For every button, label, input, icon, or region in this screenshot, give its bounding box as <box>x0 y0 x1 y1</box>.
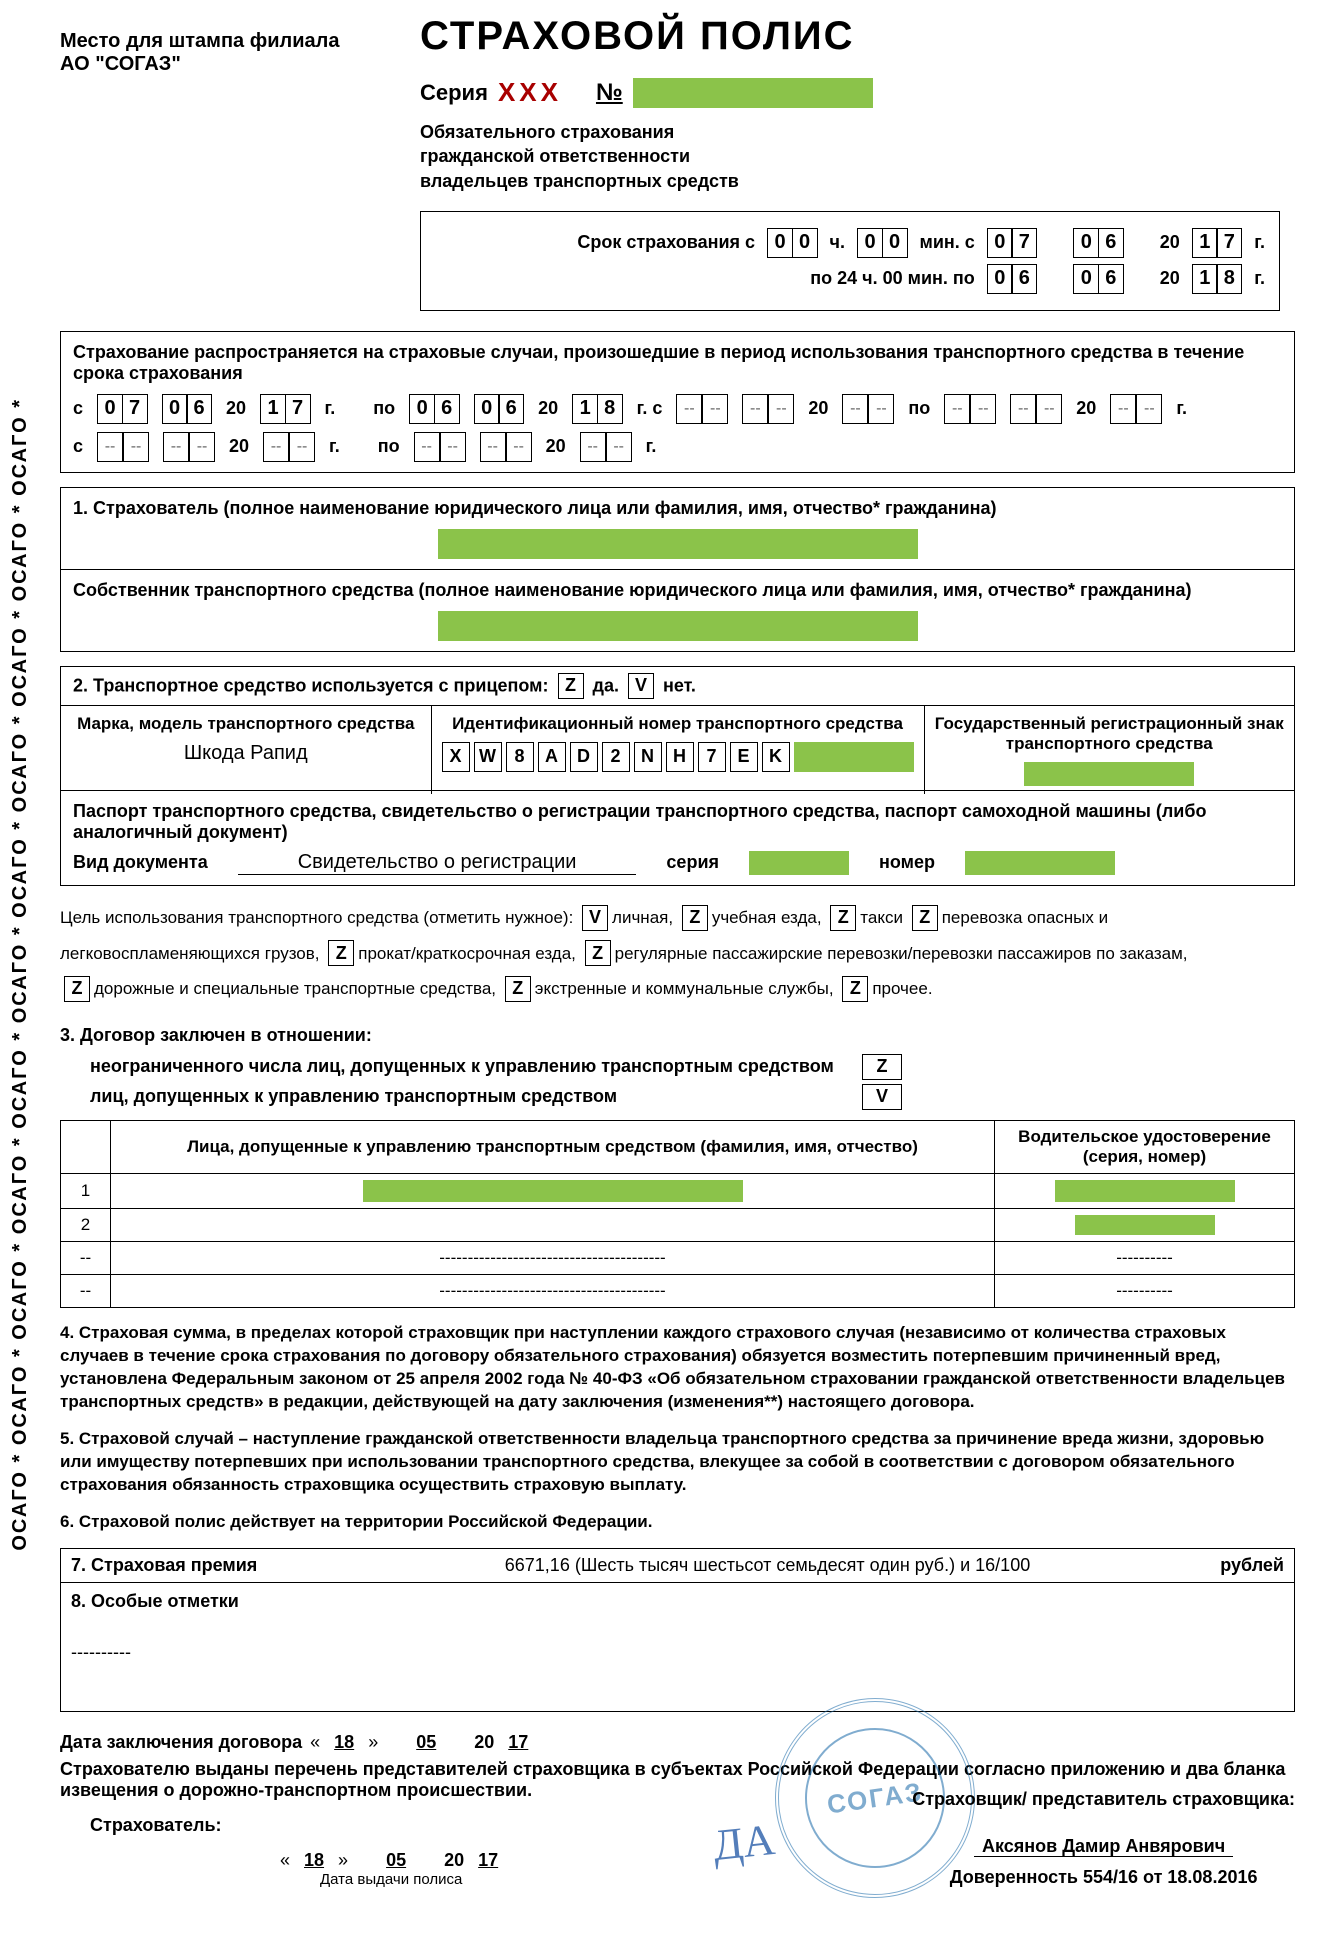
series-row: Серия XXX № <box>420 77 1295 108</box>
doc-type-value: Свидетельство о регистрации <box>238 851 637 875</box>
persons-table: Лица, допущенные к управлению транспортн… <box>60 1120 1295 1309</box>
insured-section: 1. Страхователь (полное наименование юри… <box>60 487 1295 570</box>
purpose-block: Цель использования транспортного средств… <box>60 900 1295 1007</box>
make-value: Шкода Рапид <box>71 742 421 765</box>
person2-lic-redacted <box>1075 1215 1215 1235</box>
purpose-training[interactable]: Z <box>682 905 708 931</box>
vehicle-columns: Марка, модель транспортного средства Шко… <box>61 705 1294 794</box>
subtitle: Обязательного страхования гражданской от… <box>420 120 1295 193</box>
paragraph-6: 6. Страховой полис действует на территор… <box>60 1511 1295 1534</box>
notes-box: 8. Особые отметки ---------- <box>60 1583 1295 1712</box>
table-row: -- -------------------------------------… <box>61 1242 1295 1275</box>
policy-page: Место для штампа филиала АО "СОГАЗ" СТРА… <box>0 0 1335 1948</box>
purpose-bus[interactable]: Z <box>585 940 611 966</box>
purpose-personal[interactable]: V <box>582 905 608 931</box>
contract-scope: 3. Договор заключен в отношении: неогран… <box>60 1025 1295 1110</box>
series-value: XXX <box>498 77 562 108</box>
trailer-yes-checkbox[interactable]: Z <box>558 673 584 699</box>
paragraph-5: 5. Страховой случай – наступление гражда… <box>60 1428 1295 1497</box>
owner-section: Собственник транспортного средства (полн… <box>60 570 1295 652</box>
main-title: СТРАХОВОЙ ПОЛИС <box>420 14 1295 59</box>
use-period-section: Страхование распространяется на страховы… <box>60 331 1295 473</box>
doc-section: Паспорт транспортного средства, свидетел… <box>60 791 1295 886</box>
doc-number-redacted <box>965 851 1115 875</box>
title-block: СТРАХОВОЙ ПОЛИС Серия XXX № Обязательног… <box>420 14 1295 311</box>
table-row: -- -------------------------------------… <box>61 1275 1295 1308</box>
term-box: Срок страхования с 00 ч. 00 мин. с 07 06… <box>420 211 1280 311</box>
paragraph-4: 4. Страховая сумма, в пределах которой с… <box>60 1322 1295 1414</box>
limited-checkbox[interactable]: V <box>862 1084 902 1110</box>
doc-series-redacted <box>749 851 849 875</box>
person1-lic-redacted <box>1055 1180 1235 1202</box>
purpose-rental[interactable]: Z <box>328 940 354 966</box>
insured-redacted <box>438 529 918 559</box>
vin-rest-redacted <box>794 742 914 772</box>
insurer-signature: Страховщик/ представитель страховщика: А… <box>912 1789 1295 1888</box>
table-row: 1 <box>61 1173 1295 1208</box>
premium-value: 6671,16 (Шесть тысяч шестьсот семьдесят … <box>341 1549 1194 1582</box>
premium-row: 7. Страховая премия 6671,16 (Шесть тысяч… <box>60 1548 1295 1583</box>
signature-icon: ДА <box>711 1814 778 1871</box>
unlimited-checkbox[interactable]: Z <box>862 1054 902 1080</box>
table-row: 2 <box>61 1208 1295 1242</box>
plate-redacted <box>1024 762 1194 786</box>
purpose-danger[interactable]: Z <box>912 905 938 931</box>
owner-redacted <box>438 611 918 641</box>
purpose-emerg[interactable]: Z <box>505 976 531 1002</box>
purpose-taxi[interactable]: Z <box>830 905 856 931</box>
trailer-no-checkbox[interactable]: V <box>628 673 654 699</box>
purpose-other[interactable]: Z <box>842 976 868 1002</box>
person1-name-redacted <box>363 1180 743 1202</box>
vin-row: X W 8 A D 2 N H 7 E K <box>442 742 914 772</box>
trailer-section: 2. Транспортное средство используется с … <box>60 666 1295 791</box>
policy-number-redacted <box>633 78 873 108</box>
purpose-road[interactable]: Z <box>64 976 90 1002</box>
